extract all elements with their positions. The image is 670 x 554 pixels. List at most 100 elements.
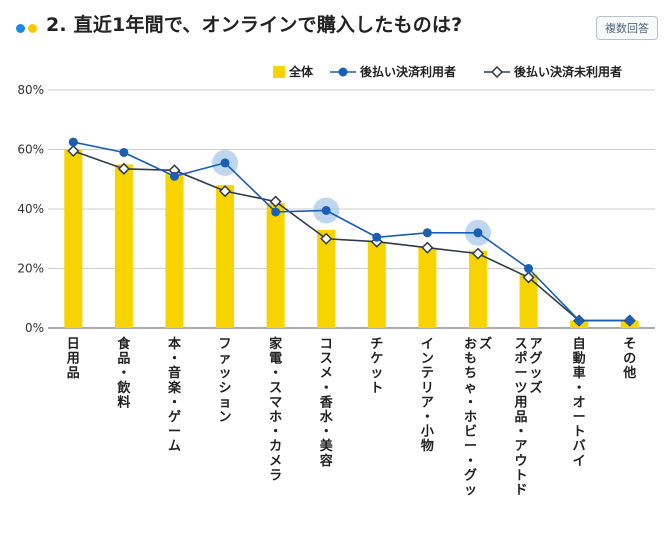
bar-2	[165, 173, 184, 328]
legend-label-non-users: 後払い決済未利用者	[514, 64, 622, 79]
x-category-char: ト	[370, 381, 383, 396]
dot-point	[524, 264, 534, 273]
decorative-dots	[16, 18, 40, 37]
x-category-char: イ	[573, 454, 586, 469]
dot-point	[625, 316, 635, 326]
diamond-point	[269, 195, 282, 208]
x-category-char: メ	[320, 366, 333, 381]
gridlines	[48, 89, 655, 329]
dot-point	[422, 228, 432, 238]
x-category-char: ・	[515, 425, 528, 440]
x-category-char: 品	[515, 410, 528, 425]
line-series	[67, 137, 636, 327]
y-tick-label: 40%	[17, 202, 44, 216]
x-category-char: マ	[269, 395, 282, 410]
x-category-char: ド	[515, 483, 528, 498]
x-category-char: カ	[269, 439, 282, 454]
x-category-char: ズ	[479, 336, 492, 352]
dot-point	[574, 316, 584, 326]
x-category-char: ・	[269, 425, 282, 440]
bar-0	[64, 149, 83, 328]
x-category-char: ポ	[515, 351, 528, 367]
chart-title: 2. 直近1年間で、オンラインで購入したものは?	[46, 14, 463, 36]
x-category-char: ー	[515, 366, 528, 381]
x-category-char: ・	[168, 352, 181, 367]
dot-point	[321, 205, 331, 215]
x-category-char: 美	[320, 438, 334, 454]
x-category-char: ・	[269, 366, 282, 381]
diamond-point	[320, 232, 333, 245]
x-category-char: ケ	[370, 352, 383, 367]
x-category-char: 楽	[167, 380, 182, 396]
x-category-char: ・	[320, 425, 333, 440]
x-category-char: 物	[421, 438, 434, 454]
bar-6	[367, 241, 386, 328]
y-axis: 0% 20% 40% 60% 80%	[17, 83, 44, 335]
bar-4	[266, 203, 285, 328]
x-category-char: ・	[573, 381, 586, 396]
bar-5	[317, 229, 336, 328]
line-users	[73, 141, 630, 322]
dot-point	[68, 137, 78, 147]
x-category-char: フ	[219, 337, 232, 352]
diamond-point	[471, 247, 485, 260]
x-category-char: も	[464, 352, 477, 367]
x-category-char: ッ	[530, 366, 543, 381]
y-tick-label: 60%	[17, 143, 44, 157]
x-category-char: バ	[573, 439, 586, 454]
legend-marker-non-users	[490, 65, 504, 79]
x-category-char: ・	[464, 454, 477, 469]
x-category-char: テ	[421, 366, 434, 381]
legend-swatch-all	[273, 66, 285, 78]
legend-label-all: 全体	[288, 64, 314, 79]
x-category-char: ン	[421, 352, 434, 367]
y-tick-label: 80%	[17, 83, 44, 97]
x-category-char: グ	[530, 351, 543, 367]
x-category-char: ァ	[219, 352, 232, 367]
x-category-char: ト	[573, 425, 586, 440]
x-category-char: ・	[168, 395, 181, 410]
diamond-point	[117, 162, 130, 175]
x-category-char: 家	[269, 336, 283, 352]
x-category-char: 小	[421, 425, 434, 440]
x-category-label: その他	[622, 337, 636, 381]
blue-dot	[16, 24, 25, 33]
diamond-point	[522, 271, 535, 284]
diamond-point	[218, 185, 232, 198]
yellow-dot	[28, 24, 37, 33]
x-category-char: 水	[320, 409, 334, 425]
x-category-char: 食	[117, 336, 131, 352]
diamond-point	[421, 241, 434, 254]
x-category-char: 音	[168, 365, 181, 381]
x-category-char: メ	[269, 454, 282, 469]
x-category-char: 電	[269, 352, 282, 367]
x-category-char: ア	[515, 439, 528, 454]
bar-9	[519, 274, 538, 328]
x-category-char: チ	[370, 337, 383, 352]
x-category-char: 飲	[116, 380, 131, 396]
x-category-char: ー	[573, 410, 586, 425]
x-category-char: ー	[168, 425, 181, 440]
bar-7	[418, 247, 437, 328]
x-category-char: 本	[168, 336, 181, 352]
x-category-char: 動	[573, 351, 586, 367]
x-category-char: ち	[464, 366, 477, 381]
diamond-point	[67, 144, 80, 158]
x-category-char: 品	[67, 366, 80, 381]
bar-3	[216, 185, 235, 328]
legend-label-users: 後払い決済利用者	[360, 64, 456, 79]
x-category-char: 料	[117, 394, 130, 410]
x-category-char: の	[623, 352, 636, 367]
x-category-char: ツ	[515, 381, 528, 396]
x-category-char: グ	[464, 467, 477, 483]
x-category-char: ホ	[269, 410, 282, 425]
x-category-char: ゲ	[168, 409, 181, 425]
x-category-char: ・	[320, 381, 333, 396]
bar-1	[114, 164, 133, 328]
x-category-char: ズ	[530, 380, 543, 396]
x-category-char: ン	[219, 410, 232, 425]
